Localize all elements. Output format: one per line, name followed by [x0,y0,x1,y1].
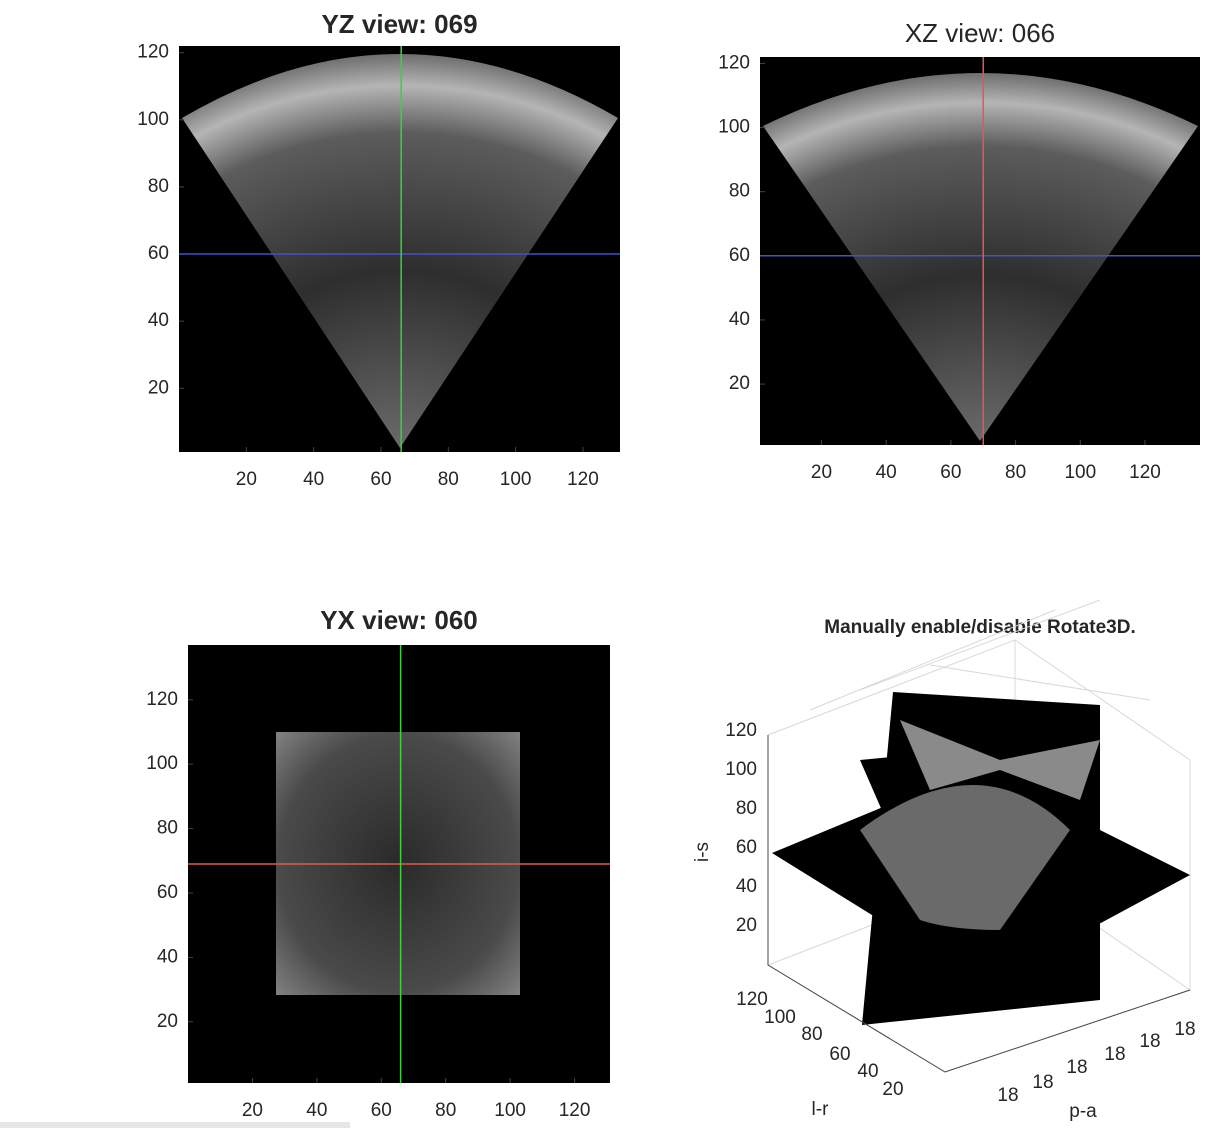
x-tick-label: 20 [811,462,832,483]
grid-line-3d [860,600,1100,690]
y-tick-label: 60 [157,882,178,903]
z-tick-label: 20 [736,915,757,936]
panel-title: Manually enable/disable Rotate3D. [824,617,1135,638]
axes-3d: Manually enable/disable Rotate3D.1201008… [692,600,1196,1122]
y-tick-label: 20 [148,377,169,398]
z-tick-label: 120 [725,720,757,741]
x-tick-label: 80 [801,1024,822,1045]
y-tick-label: 80 [729,181,750,202]
x-tick-label: 60 [940,462,961,483]
z-tick-label: 100 [725,759,757,780]
x-tick-label: 40 [306,1100,327,1121]
scrollbar [0,1122,350,1128]
y-tick-label: 20 [157,1011,178,1032]
x-tick-label: 20 [242,1100,263,1121]
y-tick-label: 80 [157,818,178,839]
z-tick-label: 40 [736,876,757,897]
y-tick-label: 40 [148,310,169,331]
y-tick-label: 100 [137,109,169,130]
panel-title: XZ view: 066 [905,18,1055,48]
axes-panel: YZ view: 069 20 40 60 80 100 120 20 40 60 80 100 120 [137,9,620,490]
x-tick-label: 120 [736,989,768,1010]
y-tick-label: 18 [1104,1044,1125,1065]
y-tick-label: 120 [137,42,169,63]
x-tick-label: 40 [876,462,897,483]
x-tick-label: 40 [303,469,324,490]
x-tick-label: 60 [370,469,391,490]
x-tick-label: 100 [500,469,532,490]
y-tick-label: 18 [1032,1072,1053,1093]
z-axis-label: i-s [692,842,713,862]
x-tick-label: 20 [236,469,257,490]
x-tick-label: 120 [559,1100,591,1121]
x-tick-label: 80 [435,1100,456,1121]
z-tick-label: 80 [736,798,757,819]
y-tick-label: 60 [148,243,169,264]
axes-panel: XZ view: 066 20 40 60 80 100 120 20 40 60 80 100 120 [718,18,1200,483]
axes-panel: YX view: 060 20 40 60 80 100 120 20 40 60 80 100 120 [146,605,610,1121]
y-tick-label: 100 [718,117,750,138]
panel-title: YZ view: 069 [321,9,477,39]
figure: YZ view: 0692040608010012020406080100120… [0,0,1208,1140]
y-tick-label: 60 [729,245,750,266]
y-tick-label: 18 [997,1085,1018,1106]
x-tick-label: 80 [1005,462,1026,483]
x-tick-label: 120 [567,469,599,490]
x-tick-label: 120 [1129,462,1161,483]
x-tick-label: 60 [829,1044,850,1065]
x-tick-label: 100 [1064,462,1096,483]
x-tick-label: 60 [371,1100,392,1121]
y-tick-label: 40 [157,946,178,967]
y-tick-label: 18 [1066,1057,1087,1078]
panel-title: YX view: 060 [320,605,478,635]
y-tick-label: 80 [148,176,169,197]
y-tick-label: 20 [729,373,750,394]
x-tick-label: 100 [494,1100,526,1121]
y-tick-label: 120 [146,689,178,710]
z-tick-label: 60 [736,837,757,858]
y-tick-label: 18 [1174,1019,1195,1040]
x-tick-label: 80 [438,469,459,490]
y-tick-label: 120 [718,52,750,73]
grid-line-3d [930,665,1150,700]
x-tick-label: 40 [857,1061,878,1082]
y-tick-label: 40 [729,309,750,330]
x-tick-label: 20 [882,1079,903,1100]
x-axis-label: l-r [812,1099,830,1120]
x-tick-label: 100 [764,1007,796,1028]
y-tick-label: 18 [1139,1031,1160,1052]
y-axis-label: p-a [1069,1101,1097,1122]
y-tick-label: 100 [146,753,178,774]
